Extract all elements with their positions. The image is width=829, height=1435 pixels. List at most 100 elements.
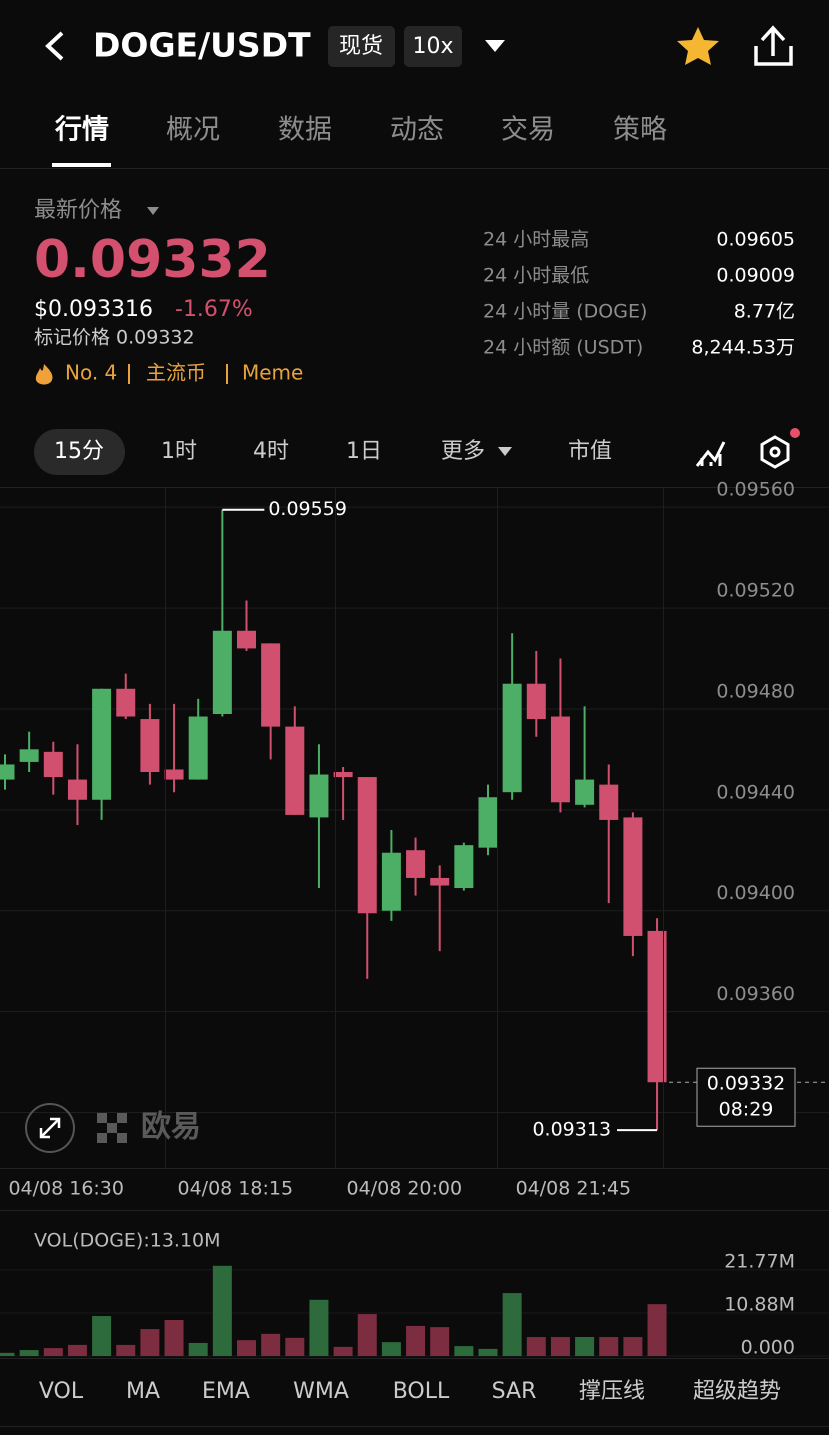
last-price: 0.09332 [34,230,271,290]
candle-body [623,817,643,936]
settings-icon[interactable] [760,435,790,469]
tag: 现货 [339,34,383,59]
x-tick-label: 04/08 16:30 [8,1178,124,1200]
y-tick-label: 0.000 [741,1337,795,1359]
indicator[interactable]: SAR [492,1379,537,1404]
candle-body [19,749,39,762]
volume-bar [261,1333,281,1356]
stat-value: 8,244.53万 [691,337,795,359]
usd-price: $0.093316 [34,297,153,322]
volume-bar [19,1350,39,1356]
timeframe[interactable]: 市值 [568,439,612,464]
logo [97,1113,127,1143]
divider [0,1426,829,1427]
volume-bar [406,1325,426,1356]
tab[interactable]: 数据 [278,115,332,146]
rank: No. 4 [65,361,117,385]
separator [226,364,228,384]
candle-body [0,764,15,780]
volume-bar [550,1337,570,1356]
share[interactable] [754,25,793,66]
tab[interactable]: 策略 [613,115,667,146]
watermark: 欧易 [141,1110,201,1145]
y-tick-label: 0.09360 [716,983,795,1005]
separator [128,364,130,384]
volume-bar [381,1342,401,1356]
volume-bar [67,1344,87,1356]
candle-body [478,797,498,848]
notification-dot [790,428,800,438]
dropdown[interactable] [498,447,512,456]
mark-price: 标记价格 0.09332 [34,327,195,349]
candle-body [67,779,87,800]
indicator[interactable]: 超级趋势 [693,1379,781,1404]
indicator[interactable]: 撑压线 [579,1379,645,1404]
favorite[interactable] [677,27,719,65]
tab-underline [52,163,111,167]
price-tag: Meme [242,361,303,385]
timeframe[interactable]: 1日 [346,439,382,464]
countdown: 08:29 [719,1099,774,1121]
indicator[interactable]: WMA [293,1379,349,1404]
v-grid-line [663,488,664,1168]
candle-body [406,850,426,878]
candle-body [647,930,667,1083]
volume-bar [502,1293,522,1356]
settings-icon-center [769,446,781,458]
y-tick-label: 0.09520 [716,580,795,602]
stat-label: 24 小时最高 [483,229,589,251]
stat-value: 0.09605 [716,229,795,251]
candle-body [502,683,522,793]
y-tick-label: 21.77M [724,1250,795,1272]
timeframe[interactable]: 1时 [161,439,197,464]
volume-title: VOL(DOGE):13.10M [34,1230,221,1252]
timeframe[interactable]: 15分 [54,439,104,464]
timeframe-pill [34,429,125,475]
stat-value: 8.77亿 [734,301,795,323]
timeframe[interactable]: 4时 [253,439,289,464]
volume-bar [526,1337,546,1356]
indicator[interactable]: VOL [39,1379,84,1404]
tab[interactable]: 交易 [501,115,555,146]
indicator[interactable]: MA [126,1379,160,1404]
v-grid-line [165,488,166,1168]
v-grid-line [497,488,498,1168]
volume-bar [212,1265,232,1356]
volume-bar [92,1316,112,1356]
min-label: 0.09313 [532,1119,611,1141]
tab[interactable]: 行情 [54,114,109,146]
candle-body [164,769,184,780]
candle-body [92,688,112,800]
volume-bar [430,1327,450,1356]
tab[interactable]: 动态 [390,115,444,146]
divider [0,1358,829,1359]
indicator[interactable]: EMA [202,1379,250,1404]
candle-body [188,716,208,780]
stat-label: 24 小时最低 [483,265,589,287]
timeframe[interactable]: 更多 [441,439,485,464]
candle-body [454,845,474,889]
pair: DOGE/USDT [93,26,311,65]
tag-box [328,26,395,67]
back-button[interactable] [45,31,64,61]
price-label: 最新价格 [34,198,122,223]
volume-bar [188,1342,208,1356]
dropdown[interactable] [147,207,159,215]
candle-body [575,779,595,805]
divider [0,487,829,488]
indicator[interactable]: BOLL [393,1379,450,1404]
candle-body [550,716,570,803]
y-tick-label: 10.88M [724,1293,795,1315]
y-tick-label: 0.09440 [716,781,795,803]
change: -1.67% [175,297,253,322]
expand-button[interactable] [25,1103,75,1153]
candle-body [526,683,546,720]
tab[interactable]: 概况 [166,115,220,146]
volume-bar [647,1304,667,1356]
x-tick-label: 04/08 21:45 [516,1178,632,1200]
volume-bar [140,1329,160,1356]
chart-type-icon[interactable] [695,441,726,467]
max-label: 0.09559 [268,498,347,520]
dropdown[interactable] [485,40,505,52]
